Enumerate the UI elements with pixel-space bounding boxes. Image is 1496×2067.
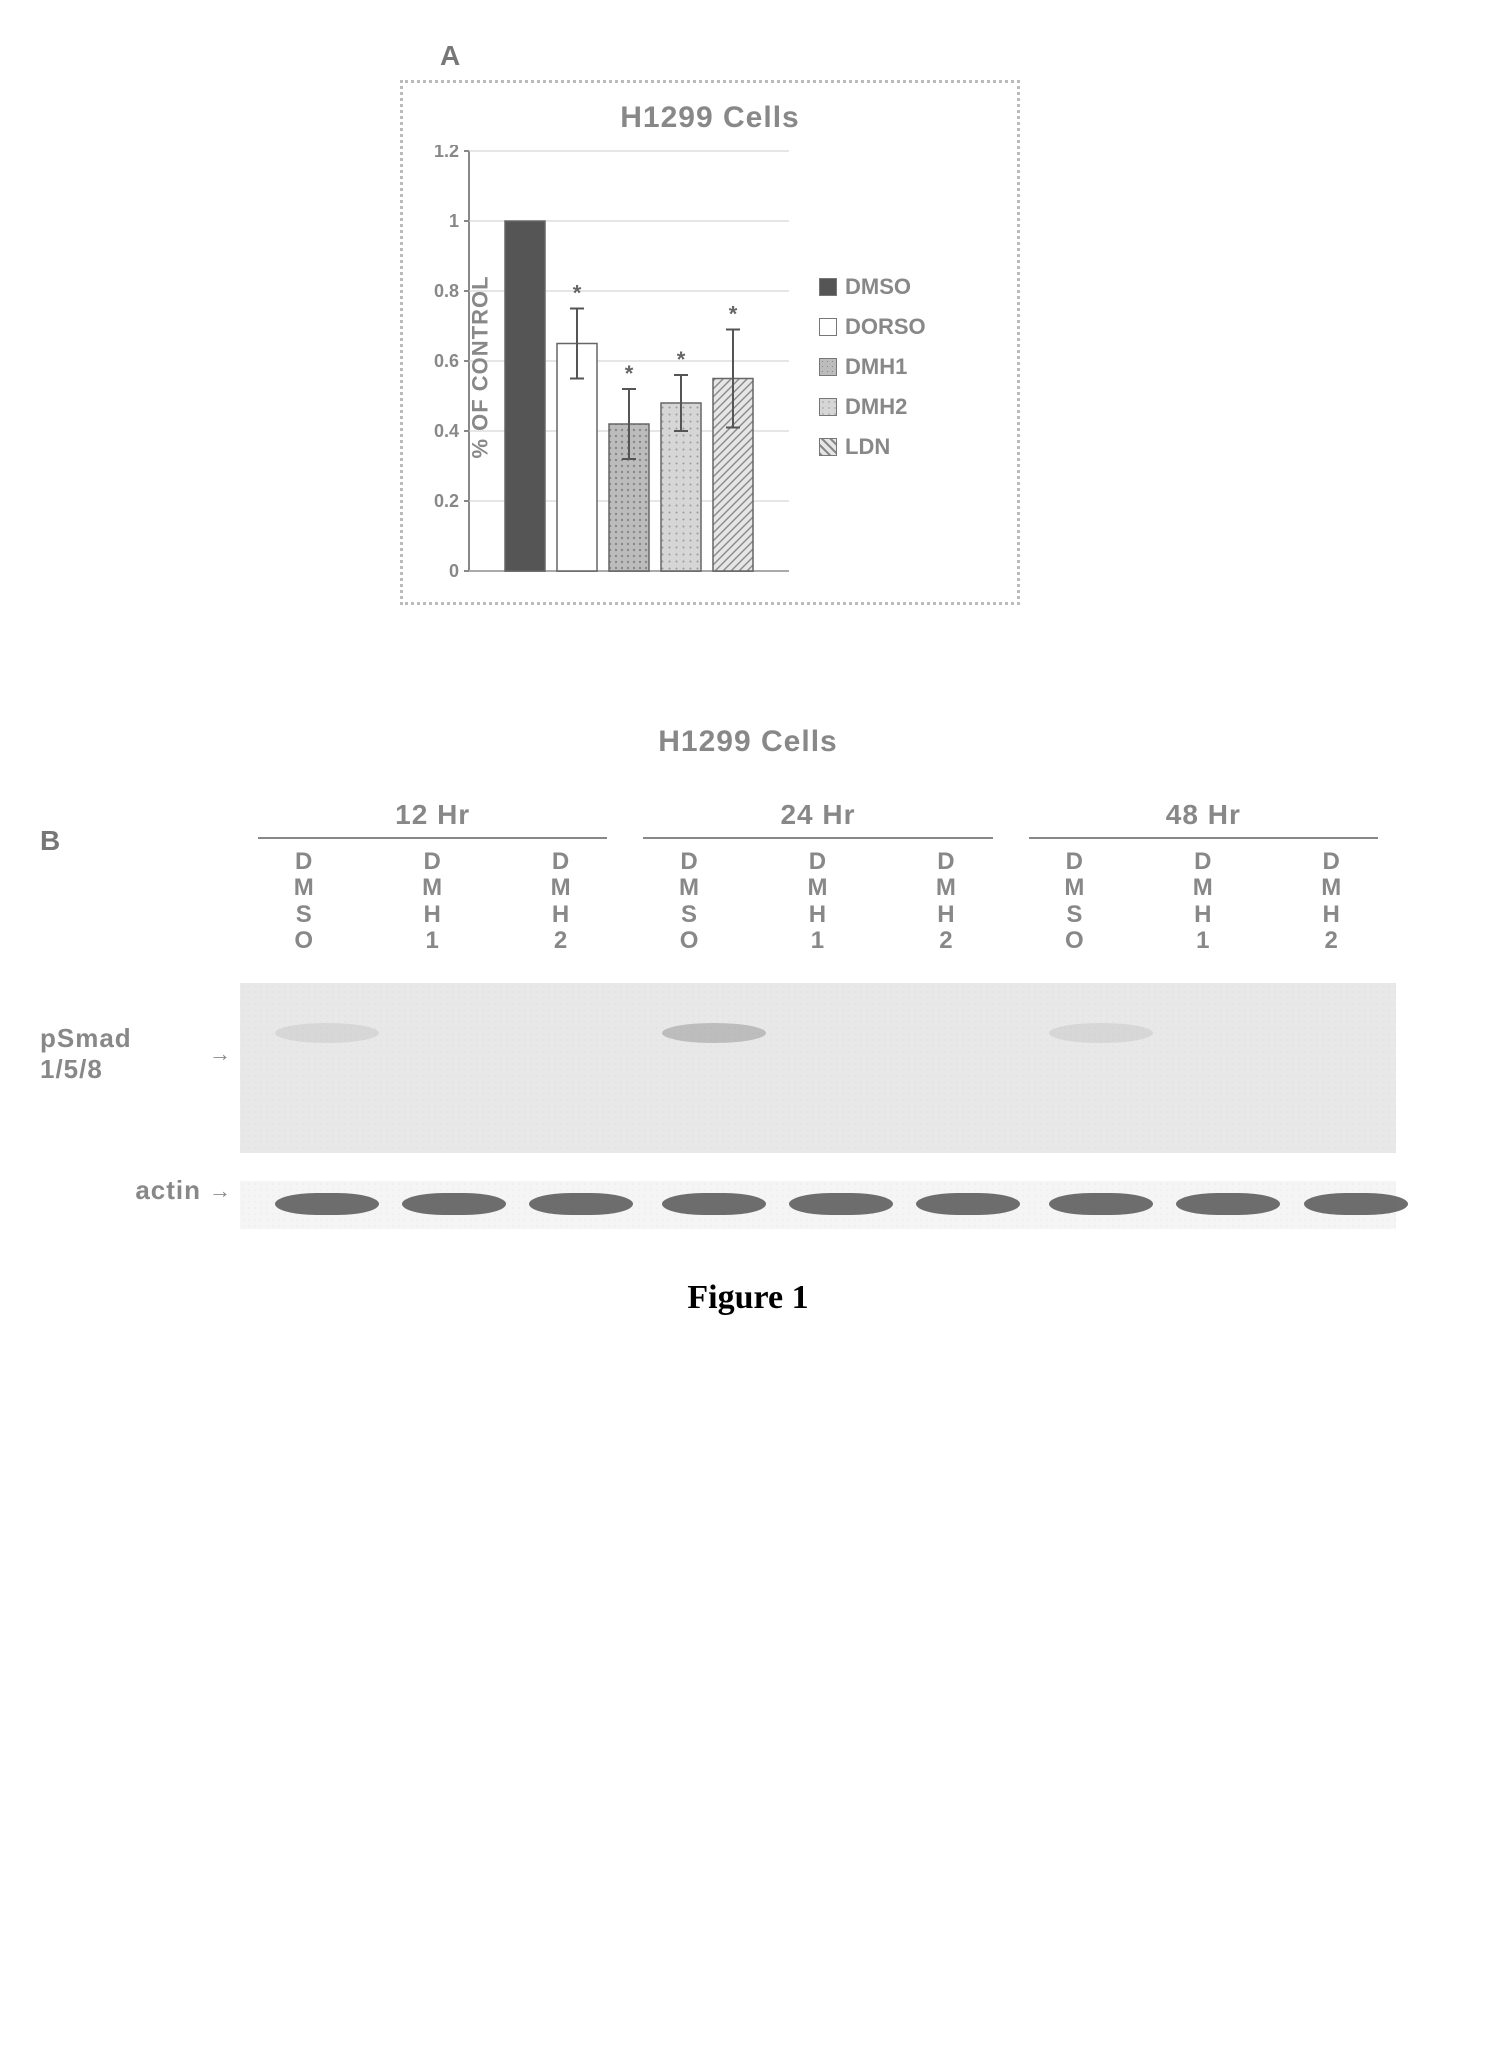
svg-text:0: 0 — [449, 561, 459, 581]
legend-text: DORSO — [845, 314, 926, 340]
actin-label-row: actin → — [135, 1175, 240, 1206]
legend-item-dorso: DORSO — [819, 314, 926, 340]
actin-band — [1049, 1193, 1153, 1215]
legend-text: DMSO — [845, 274, 911, 300]
actin-band — [529, 1193, 633, 1215]
treatment-label: DMH1 — [1139, 849, 1267, 955]
legend-item-ldn: LDN — [819, 434, 926, 460]
treatment-label: DMH2 — [497, 849, 625, 955]
treatment-header-row: DMSODMH1DMH2DMSODMH1DMH2DMSODMH1DMH2 — [240, 849, 1396, 955]
time-label: 12 Hr — [240, 799, 625, 837]
treatment-label: DMH1 — [368, 849, 496, 955]
legend-swatch — [819, 358, 837, 376]
legend-swatch — [819, 278, 837, 296]
legend-text: LDN — [845, 434, 890, 460]
psmad-band — [1049, 1023, 1153, 1043]
chart-ylabel: % OF CONTROL — [468, 275, 494, 458]
svg-text:0.8: 0.8 — [434, 281, 459, 301]
time-label: 48 Hr — [1011, 799, 1396, 837]
legend-swatch — [819, 318, 837, 336]
svg-text:0.6: 0.6 — [434, 351, 459, 371]
treatment-label: DMH1 — [754, 849, 882, 955]
time-header-row: 12 Hr24 Hr48 Hr — [240, 799, 1396, 849]
panel-a: A H1299 Cells % OF CONTROL 0 0.2 0.4 0.6 0.8… — [400, 40, 1456, 605]
legend-item-dmh2: DMH2 — [819, 394, 926, 420]
legend-text: DMH1 — [845, 354, 907, 380]
actin-blot — [240, 1181, 1396, 1229]
svg-text:0.4: 0.4 — [434, 421, 459, 441]
time-underline — [258, 837, 607, 839]
bar-dmso — [505, 221, 545, 571]
svg-text:*: * — [625, 361, 634, 386]
treatment-label: DMH2 — [1268, 849, 1396, 955]
svg-text:1: 1 — [449, 211, 459, 231]
arrow-icon: → — [209, 1178, 232, 1204]
svg-text:*: * — [573, 281, 582, 306]
legend-item-dmh1: DMH1 — [819, 354, 926, 380]
actin-band — [1304, 1193, 1408, 1215]
legend-swatch — [819, 438, 837, 456]
panel-b-label: B — [40, 825, 240, 857]
arrow-icon: → — [209, 1041, 232, 1067]
figure-caption: Figure 1 — [40, 1279, 1456, 1317]
chart-legend: DMSO DORSO DMH1 DMH2 LDN — [819, 145, 926, 588]
panel-b: H1299 Cells B 12 Hr24 Hr48 Hr DMSODMH1DM… — [40, 725, 1456, 1229]
actin-band — [789, 1193, 893, 1215]
psmad-blot — [240, 983, 1396, 1153]
legend-text: DMH2 — [845, 394, 907, 420]
psmad-label: pSmad 1/5/8 — [40, 1023, 201, 1085]
actin-band — [662, 1193, 766, 1215]
treatment-label: DMSO — [625, 849, 753, 955]
svg-text:0.2: 0.2 — [434, 491, 459, 511]
time-underline — [643, 837, 992, 839]
actin-band — [916, 1193, 1020, 1215]
time-group: 24 Hr — [625, 799, 1010, 849]
time-group: 12 Hr — [240, 799, 625, 849]
psmad-label-row: pSmad 1/5/8 → — [40, 1023, 240, 1085]
actin-band — [1176, 1193, 1280, 1215]
time-label: 24 Hr — [625, 799, 1010, 837]
chart-title: H1299 Cells — [421, 101, 999, 135]
time-group: 48 Hr — [1011, 799, 1396, 849]
panel-a-label: A — [440, 40, 1456, 72]
treatment-label: DMH2 — [882, 849, 1010, 955]
legend-item-dmso: DMSO — [819, 274, 926, 300]
actin-band — [402, 1193, 506, 1215]
chart-plot-area: % OF CONTROL 0 0.2 0.4 0.6 0.8 1 1.2 * * * * — [421, 145, 795, 588]
chart-container: H1299 Cells % OF CONTROL 0 0.2 0.4 0.6 0.8 1 1… — [400, 80, 1020, 605]
svg-text:*: * — [729, 302, 738, 327]
psmad-band — [275, 1023, 379, 1043]
time-underline — [1029, 837, 1378, 839]
svg-text:*: * — [677, 347, 686, 372]
actin-label: actin — [135, 1175, 201, 1206]
actin-band — [275, 1193, 379, 1215]
svg-text:1.2: 1.2 — [434, 145, 459, 161]
legend-swatch — [819, 398, 837, 416]
treatment-label: DMSO — [240, 849, 368, 955]
psmad-band — [662, 1023, 766, 1043]
panel-b-title: H1299 Cells — [40, 725, 1456, 759]
treatment-label: DMSO — [1011, 849, 1139, 955]
